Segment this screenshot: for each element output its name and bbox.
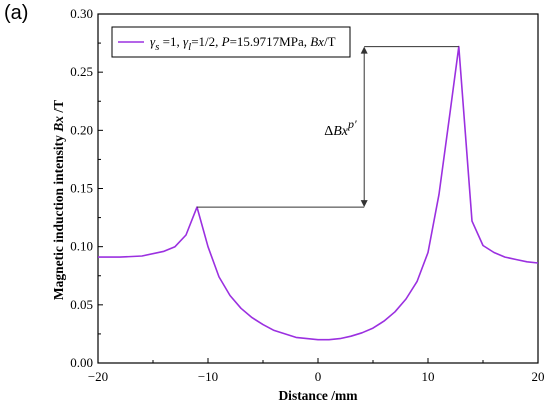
- dimension-arrow-down: [360, 200, 368, 208]
- delta-label: ΔBxp′: [324, 117, 357, 139]
- y-tick-label: 0.25: [70, 64, 93, 79]
- plot-area: [97, 13, 539, 364]
- x-axis: −20 −10 0 10 20: [88, 358, 545, 384]
- x-tick-label: 0: [315, 369, 322, 384]
- x-tick-label: −20: [88, 369, 108, 384]
- y-tick-label: 0.00: [70, 355, 93, 370]
- panel-label: (a): [4, 2, 29, 24]
- dimension-arrow-up: [360, 46, 368, 54]
- x-tick-label: 20: [532, 369, 545, 384]
- y-tick-label: 0.30: [70, 6, 93, 21]
- series-layer: [98, 45, 539, 341]
- y-tick-label: 0.20: [70, 122, 93, 137]
- legend-box: [111, 26, 351, 58]
- y-tick-label: 0.15: [70, 181, 93, 196]
- y-axis-title: Magnetic induction intensity Bx /T: [51, 100, 66, 300]
- x-axis-title: Distance /mm: [278, 388, 358, 403]
- series-line: [98, 45, 539, 341]
- y-tick-label: 0.05: [70, 297, 93, 312]
- y-tick-label: 0.10: [70, 239, 93, 254]
- legend: γs =1, γl=1/2, P=15.9717MPa, Bx/T: [111, 26, 351, 58]
- legend-label: γs =1, γl=1/2, P=15.9717MPa, Bx/T: [150, 34, 336, 53]
- x-tick-label: −10: [198, 369, 218, 384]
- plot-frame: [97, 13, 539, 364]
- y-axis: 0.00 0.05 0.10 0.15 0.20 0.25 0.30: [70, 6, 103, 370]
- annotation-layer: ΔBxp′: [197, 46, 459, 208]
- x-tick-label: 10: [422, 369, 435, 384]
